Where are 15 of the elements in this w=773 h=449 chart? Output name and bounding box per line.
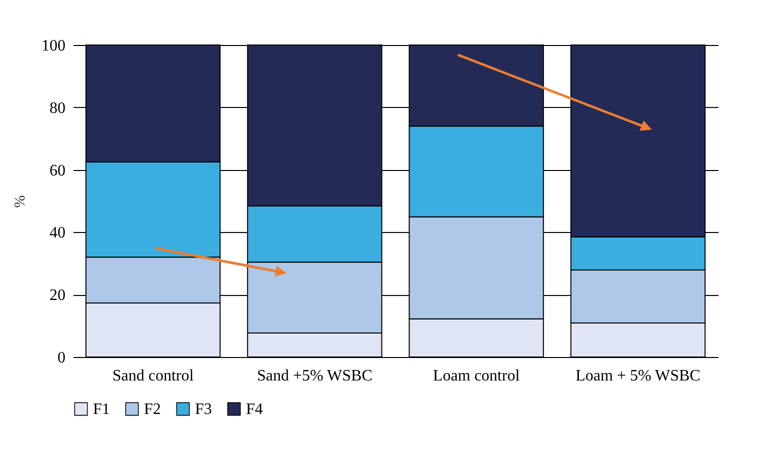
y-axis-title: % — [12, 195, 28, 208]
legend-label: F3 — [195, 401, 212, 418]
y-tick-label: 0 — [58, 350, 66, 366]
x-tick-label: Loam + 5% WSBC — [576, 368, 700, 384]
legend-label: F4 — [246, 401, 263, 418]
x-tick-label: Sand control — [112, 368, 194, 384]
x-tick-label: Loam control — [433, 368, 520, 384]
y-tick-label: 60 — [50, 162, 66, 180]
legend-label: F1 — [93, 401, 110, 418]
y-tick-label: 100 — [42, 38, 66, 54]
x-tick-label: Sand +5% WSBC — [256, 368, 372, 384]
legend-label: F2 — [144, 401, 161, 418]
y-tick-label: 20 — [50, 287, 66, 304]
y-tick-label: 40 — [50, 224, 66, 242]
y-tick-label: 80 — [50, 100, 66, 117]
